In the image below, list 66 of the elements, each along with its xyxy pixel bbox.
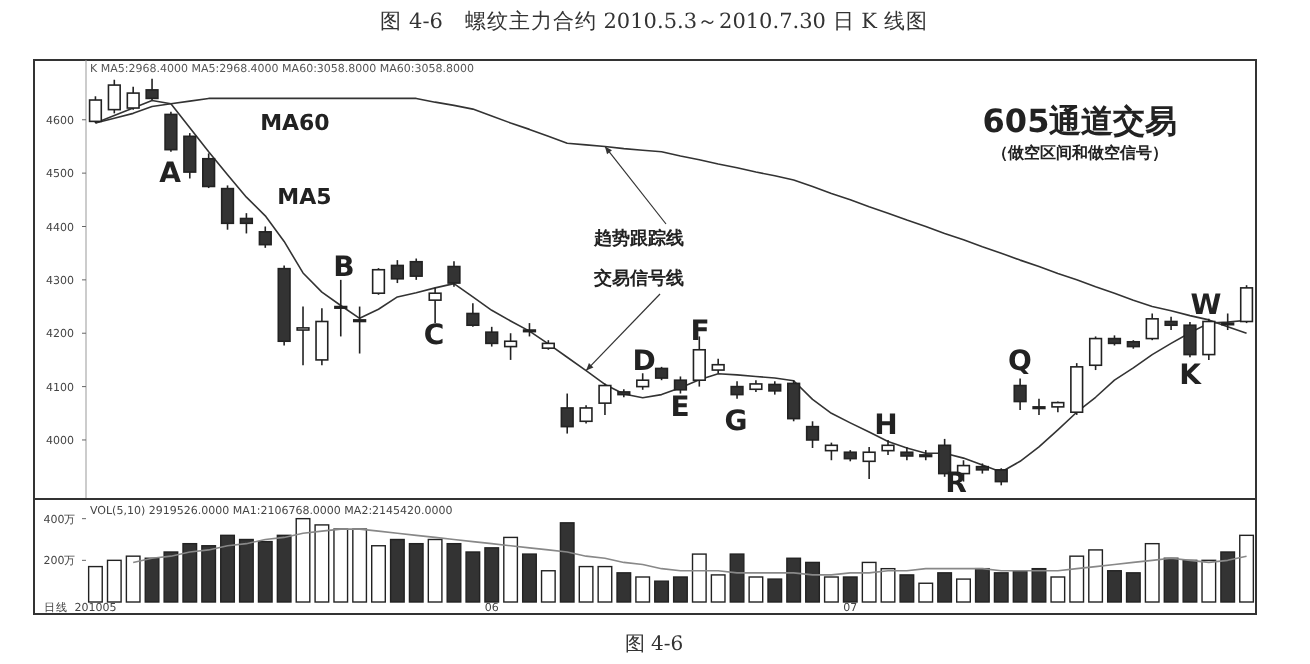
annotation: W [1190,290,1222,322]
series-label: MA60 [260,110,331,137]
bar [974,567,990,603]
bar [1220,551,1236,603]
bar [276,534,292,603]
bar [484,547,500,603]
annotation: Q [1008,346,1033,378]
bar [635,576,651,603]
bar [1201,559,1217,603]
bar [823,576,839,603]
bar [540,570,556,603]
bar [106,559,122,603]
bar [1125,572,1141,603]
bar [1050,576,1066,603]
bar [220,534,236,603]
caption: 图 4-6 [624,634,684,656]
bar [333,528,349,603]
bar [1106,570,1122,603]
annotation: 605通道交易 [982,102,1178,140]
bar [238,538,254,603]
bar [710,574,726,603]
bar [805,561,821,603]
bar [786,557,802,603]
annotation: F [690,316,710,348]
bar [842,576,858,603]
bar [1144,542,1160,603]
annotation: G [724,406,748,438]
annotation: （做空区间和做空信号） [992,142,1168,162]
bar [672,576,688,603]
bar [371,545,386,603]
chart-title: 图 4-6 螺纹主力合约 2010.5.3～2010.7.30 日 K 线图 [380,8,928,34]
annotation: K [1179,360,1204,392]
bar [654,580,670,603]
bar [993,572,1009,603]
annotation: A [159,158,182,190]
bar [352,528,368,603]
bar [861,561,877,603]
series-label: MA5 [277,183,332,210]
bar [767,578,783,603]
bar [465,551,481,603]
bar [918,582,934,603]
bar [257,540,273,603]
bar [521,553,537,603]
annotation: R [945,468,968,500]
annotation: H [874,410,898,442]
bar [389,538,405,603]
bar [956,578,971,603]
bar [201,545,217,603]
bar [408,542,424,603]
bar [182,542,198,603]
bar [1088,549,1104,603]
bar [1239,534,1255,603]
bar [87,565,103,603]
bar [937,572,953,603]
annotation: 趋势跟踪线 [592,228,684,250]
bar [616,572,632,603]
bar [691,553,707,603]
annotation: B [333,252,355,284]
annotation: 交易信号线 [592,268,684,290]
bar [503,536,519,603]
bar [125,555,141,603]
annotation: E [670,392,690,424]
annotation: D [632,346,656,378]
annotation: C [423,320,445,352]
bar [559,522,575,603]
bar [1069,555,1085,603]
